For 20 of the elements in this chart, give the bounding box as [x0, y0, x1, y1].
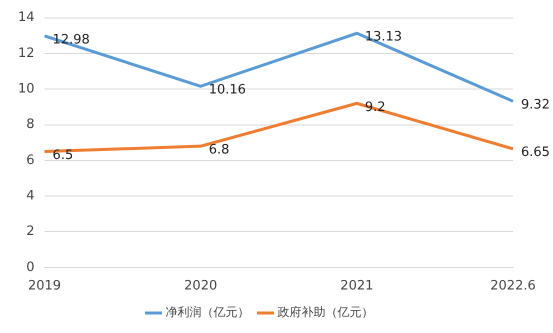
y-tick-label: 6: [26, 152, 35, 168]
x-tick-label: 2022.6: [490, 278, 536, 294]
x-tick-label: 2021: [340, 278, 374, 294]
legend-label: 政府补助（亿元）: [278, 305, 374, 320]
data-label: 6.65: [521, 145, 550, 160]
data-label: 6.8: [208, 142, 230, 158]
data-label: 6.5: [52, 148, 74, 163]
y-tick-label: 12: [18, 46, 35, 61]
legend-label: 净利润（亿元）: [166, 305, 250, 320]
y-tick-label: 8: [26, 117, 35, 132]
data-label: 13.13: [364, 30, 402, 45]
y-tick-label: 10: [18, 81, 35, 96]
y-tick-label: 2: [26, 224, 35, 240]
data-label: 9.32: [521, 98, 550, 113]
y-tick-label: 0: [26, 260, 35, 275]
x-tick-label: 2020: [184, 278, 218, 294]
data-label: 10.16: [208, 82, 246, 98]
y-tick-label: 14: [18, 10, 35, 26]
y-tick-label: 4: [26, 188, 35, 204]
x-tick-label: 2019: [28, 278, 62, 294]
